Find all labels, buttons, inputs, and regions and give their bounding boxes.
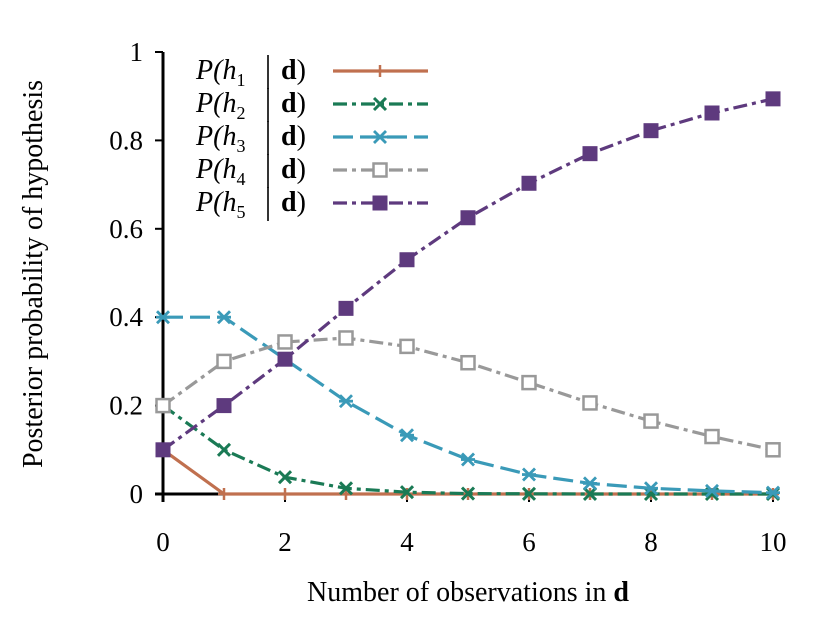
data-point-h4 — [521, 374, 537, 391]
data-point-h4 — [277, 334, 293, 350]
legend-marker — [373, 130, 387, 144]
data-point-h5 — [277, 351, 293, 367]
data-point-h1 — [279, 488, 291, 500]
series-h4 — [155, 330, 781, 458]
data-point-h3 — [461, 452, 475, 467]
legend-marker — [372, 162, 388, 178]
legend-marker — [372, 195, 388, 211]
data-point-h3 — [644, 481, 658, 496]
series-line-h5 — [162, 97, 774, 452]
legend-label: P(h3 d) — [195, 121, 306, 156]
series-line-h1 — [162, 448, 773, 496]
legend-entry-h3: P(h3 d) — [195, 121, 428, 156]
data-point-h3 — [339, 394, 353, 409]
legend-label: P(h4 d) — [195, 154, 306, 189]
y-tick-label: 0 — [130, 479, 144, 509]
data-point-h5 — [216, 398, 232, 414]
y-tick-label: 0.2 — [109, 391, 143, 421]
y-axis-label: Posterior probability of hypothesis — [18, 80, 49, 468]
x-tick-label: 6 — [522, 527, 536, 557]
y-tick-label: 0.8 — [109, 125, 143, 155]
series-layer — [155, 91, 781, 502]
y-tick-label: 0.6 — [109, 214, 143, 244]
series-h5 — [155, 91, 781, 458]
data-point-h5 — [765, 91, 781, 107]
legend-entry-h4: P(h4 d) — [195, 154, 428, 189]
data-point-h3 — [583, 476, 597, 491]
y-tick-label: 1 — [130, 37, 144, 67]
series-line-h3 — [163, 315, 774, 495]
data-point-h2 — [643, 486, 659, 502]
data-point-h4 — [155, 397, 171, 414]
data-point-h3 — [766, 485, 780, 500]
series-line-h2 — [162, 404, 773, 496]
x-tick-label: 8 — [644, 527, 658, 557]
data-point-h3 — [400, 428, 414, 443]
legend: P(h1 d)P(h2 d)P(h3 d)P(h4 d)P(h5 d) — [195, 55, 428, 222]
data-point-h4 — [704, 428, 720, 445]
x-tick-label: 0 — [156, 527, 170, 557]
legend-label: P(h1 d) — [195, 55, 306, 90]
data-point-h3 — [156, 310, 170, 325]
legend-label: P(h2 d) — [195, 88, 306, 123]
data-point-h5 — [582, 146, 598, 162]
data-point-h2 — [338, 481, 354, 496]
series-line-h4 — [162, 336, 774, 452]
data-point-h5 — [704, 105, 720, 121]
data-point-h3 — [522, 467, 536, 482]
legend-marker — [374, 65, 386, 77]
data-point-h2 — [277, 470, 293, 485]
data-point-h3 — [705, 483, 719, 498]
data-point-h4 — [216, 353, 232, 370]
data-point-h3 — [217, 310, 231, 325]
legend-entry-h1: P(h1 d) — [195, 55, 428, 90]
data-point-h4 — [582, 395, 598, 411]
x-tick-label: 10 — [760, 527, 787, 557]
x-axis-label: Number of observations in d — [307, 577, 629, 608]
x-tick-label: 4 — [400, 527, 414, 557]
data-point-h4 — [643, 413, 659, 429]
data-point-h5 — [155, 442, 171, 458]
legend-entry-h5: P(h5 d) — [195, 187, 428, 222]
data-point-h4 — [460, 354, 476, 371]
series-h3 — [156, 310, 780, 500]
legend-entry-h2: P(h2 d) — [195, 88, 428, 123]
y-tick-label: 0.4 — [109, 302, 143, 332]
data-point-h2 — [399, 485, 415, 500]
data-point-h2 — [460, 486, 476, 501]
data-point-h5 — [643, 123, 659, 139]
data-point-h2 — [216, 442, 232, 457]
data-point-h2 — [521, 486, 537, 501]
x-tick-label: 2 — [278, 527, 292, 557]
series-h2 — [155, 398, 781, 502]
data-point-h5 — [521, 175, 537, 191]
data-point-h5 — [338, 300, 354, 316]
data-point-h4 — [399, 338, 415, 355]
data-point-h4 — [338, 330, 354, 346]
legend-label: P(h5 d) — [195, 187, 306, 222]
data-point-h2 — [582, 486, 598, 502]
legend-marker — [372, 96, 388, 112]
data-point-h1 — [218, 488, 230, 500]
data-point-h5 — [399, 252, 415, 268]
data-point-h4 — [765, 442, 781, 458]
data-point-h5 — [460, 210, 476, 226]
